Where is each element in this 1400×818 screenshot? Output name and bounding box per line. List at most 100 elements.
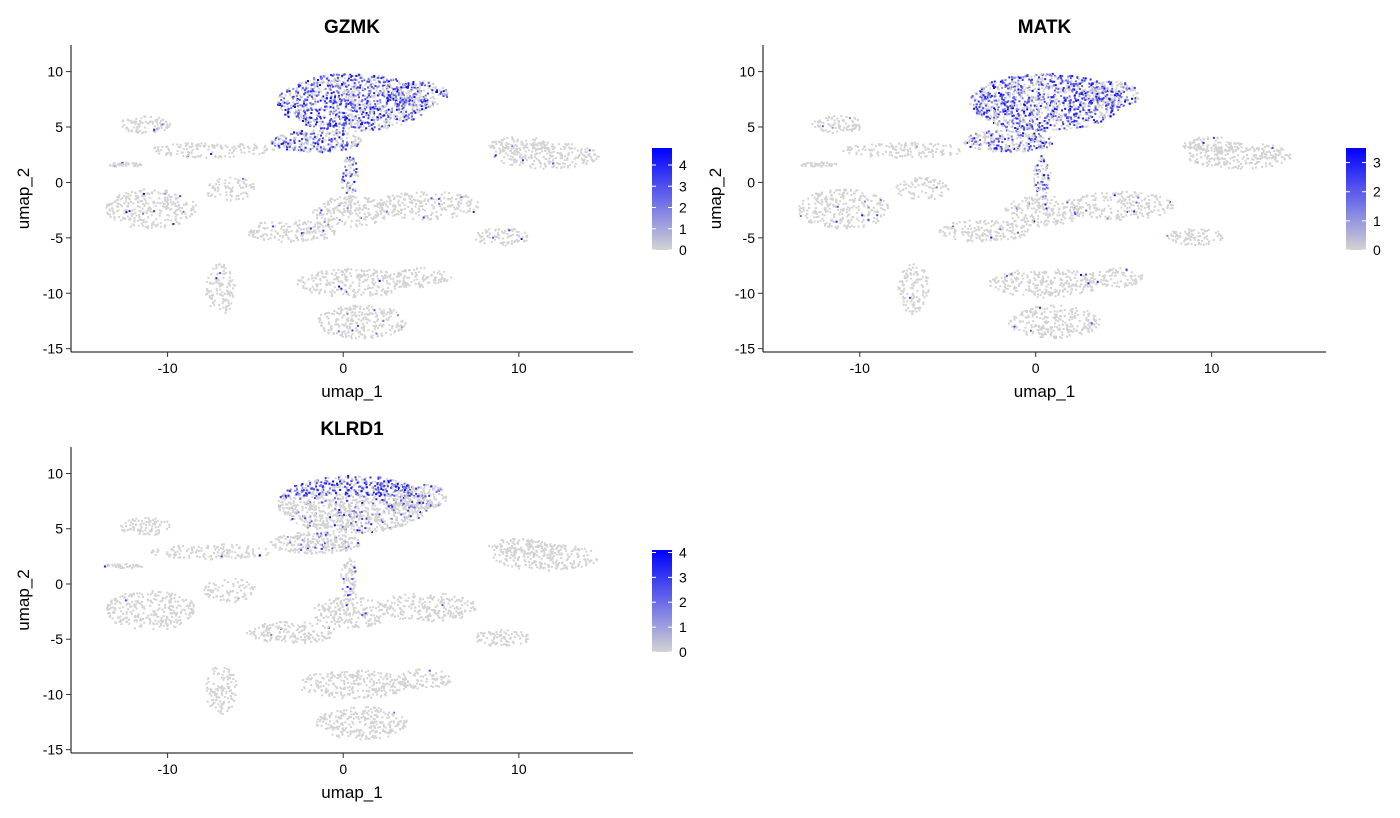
cell-point [388, 316, 390, 319]
cell-point [302, 110, 304, 113]
cell-point [514, 153, 517, 156]
cell-point [315, 289, 317, 292]
cell-point [1067, 75, 1070, 78]
cell-point [390, 291, 393, 294]
cell-point [998, 88, 1001, 91]
cell-point [1034, 116, 1037, 118]
cell-point [176, 205, 179, 208]
cell-point [285, 230, 287, 233]
cell-point [215, 287, 218, 290]
cell-point [571, 161, 574, 164]
cell-point [380, 77, 383, 80]
cell-point [998, 120, 1001, 123]
cell-point [214, 189, 216, 192]
cell-point [418, 85, 421, 88]
cell-point [353, 122, 356, 125]
cell-point [224, 185, 227, 188]
cell-point [348, 159, 351, 161]
cell-point [1018, 122, 1021, 125]
cell-point [331, 295, 334, 297]
cell-point [366, 121, 369, 124]
cell-point [368, 115, 371, 118]
cell-point [143, 203, 146, 206]
cell-point [130, 119, 133, 122]
cell-point [1045, 120, 1048, 123]
cell-point [364, 204, 367, 206]
cell-point [324, 87, 327, 90]
cell-point [300, 228, 302, 231]
cell-point [506, 233, 509, 236]
cell-point [368, 268, 371, 271]
cell-point [1054, 84, 1057, 87]
cell-point [1039, 81, 1042, 84]
cell-point [529, 143, 532, 146]
cell-point [1082, 102, 1085, 105]
cell-point [139, 210, 142, 213]
cell-point [1073, 97, 1076, 100]
cell-point [311, 88, 314, 91]
cell-point [300, 279, 303, 282]
cell-point [337, 86, 340, 89]
cell-point [134, 198, 137, 201]
cell-point [369, 286, 372, 289]
cell-point [443, 196, 446, 199]
cell-point [416, 99, 419, 102]
cell-point [149, 120, 151, 123]
cell-point [376, 117, 379, 120]
cell-point [359, 333, 362, 336]
cell-point [1073, 88, 1076, 91]
cell-point [334, 130, 337, 133]
cell-point [401, 102, 404, 105]
cell-point [1090, 99, 1093, 102]
cell-point [443, 93, 445, 96]
cell-point [369, 291, 372, 294]
cell-point [341, 211, 344, 214]
cell-point [322, 327, 325, 330]
cell-point [411, 115, 413, 118]
cell-point [223, 264, 225, 266]
cell-point [566, 157, 569, 160]
cell-point [283, 101, 286, 104]
cell-point [383, 89, 385, 92]
cell-point [133, 216, 136, 219]
cell-point [342, 335, 344, 338]
cell-point [294, 93, 297, 96]
cell-point [286, 112, 289, 114]
cell-point [234, 147, 237, 150]
cell-point [1109, 113, 1112, 116]
cell-point [1043, 98, 1046, 101]
cell-point [215, 183, 218, 186]
cell-point [238, 184, 241, 187]
cell-point [593, 153, 596, 156]
cell-point [987, 118, 989, 121]
cell-point [344, 85, 347, 88]
cell-point [1010, 86, 1013, 89]
cell-point [185, 203, 188, 206]
cell-point [336, 205, 339, 208]
cell-point [382, 79, 385, 82]
cell-point [381, 84, 384, 87]
cell-point [1101, 114, 1104, 117]
cell-point [1003, 119, 1006, 122]
cell-point [380, 208, 383, 211]
cell-point [290, 239, 293, 242]
cell-point [1065, 128, 1068, 131]
cell-point [228, 270, 231, 273]
cell-point [395, 94, 398, 97]
cell-point [1021, 109, 1024, 112]
cell-point [372, 115, 375, 118]
cell-point [348, 326, 351, 328]
cell-point [370, 119, 373, 121]
cell-point [1089, 105, 1091, 108]
cell-point [376, 319, 379, 322]
cell-point [248, 150, 251, 153]
cell-point [440, 274, 443, 277]
cell-point [329, 80, 332, 83]
cell-point [317, 133, 320, 136]
cell-point [342, 174, 345, 177]
cell-point [338, 94, 340, 97]
cell-point [396, 323, 399, 326]
cell-point [387, 115, 390, 118]
cell-point [1043, 100, 1046, 103]
cell-point [128, 218, 131, 221]
